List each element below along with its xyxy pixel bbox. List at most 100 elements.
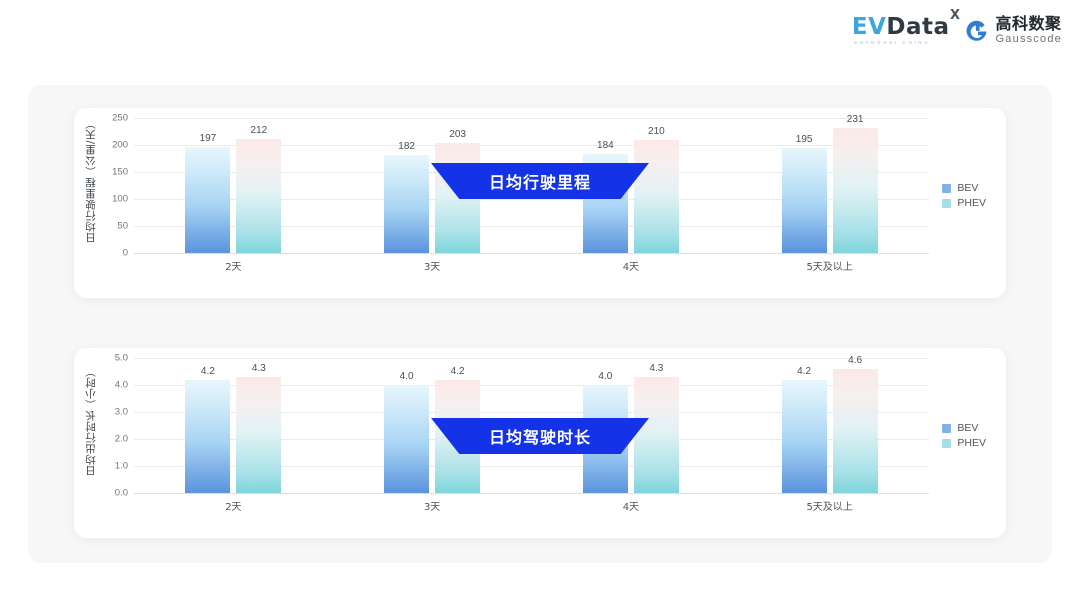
bar-value-label: 203	[449, 129, 466, 141]
legend-label: PHEV	[957, 437, 986, 449]
evdata-subtitle: SHANGHAI CHINA	[853, 40, 930, 46]
y-tick-label: 4.0	[114, 379, 128, 391]
bar-phev[interactable]: 4.3	[236, 358, 282, 493]
legend-item-bev[interactable]: BEV	[942, 182, 986, 194]
x-tick-label: 2天	[225, 502, 242, 513]
legend-label: PHEV	[957, 197, 986, 209]
y-tick-label: 2.0	[114, 433, 128, 445]
evdata-logo: EVData X SHANGHAI CHINA	[852, 9, 960, 46]
legend-swatch-icon	[942, 423, 952, 433]
x-tick-label: 5天及以上	[806, 262, 853, 273]
bar-value-label: 184	[597, 139, 614, 151]
legend-label: BEV	[957, 422, 979, 434]
y-tick-label: 200	[112, 139, 128, 151]
bar-value-label: 4.0	[399, 371, 414, 382]
bar-rect[interactable]	[185, 379, 231, 493]
y-tick-label: 5.0	[114, 352, 128, 364]
bar-rect[interactable]	[832, 368, 878, 493]
legend-swatch-icon	[942, 183, 952, 193]
legend-item-bev[interactable]: BEV	[942, 422, 986, 434]
bar-group: 195 231	[730, 114, 929, 253]
bar-group: 4.0 4.2	[333, 358, 532, 493]
bar-value-label: 4.0	[598, 371, 613, 382]
bar-value-label: 4.2	[450, 365, 465, 377]
bar-value-label: 4.3	[251, 362, 266, 374]
bar-group: 4.2 4.6	[730, 354, 929, 493]
bar-phev[interactable]: 210	[633, 118, 679, 253]
bar-value-label: 195	[795, 133, 813, 145]
content-panel: 日均行驶里程 日均行驶里程（公里/天） 0 50 100 150 200 250 197 21…	[28, 85, 1052, 563]
bar-bev[interactable]: 4.2	[185, 358, 231, 493]
bar-value-label: 231	[846, 114, 864, 126]
bar-phev[interactable]: 4.3	[633, 358, 679, 493]
y-tick-label: 250	[112, 112, 128, 124]
bar-rect[interactable]	[781, 147, 827, 253]
bar-phev[interactable]: 212	[236, 118, 282, 253]
bar-rect[interactable]	[633, 139, 679, 253]
bar-bev[interactable]: 197	[185, 118, 231, 253]
bar-phev[interactable]: 231	[832, 114, 878, 253]
logo-group: EVData X SHANGHAI CHINA 高科数聚 Gausscode	[852, 9, 1062, 46]
gridline: 200	[112, 140, 929, 151]
gridline: 0	[123, 248, 929, 259]
bar-bev[interactable]: 4.2	[781, 358, 827, 493]
legend-item-phev[interactable]: PHEV	[942, 197, 986, 209]
x-axis-labels-2: 2天 3天 4天 5天及以上	[134, 498, 929, 514]
bar-rect[interactable]	[633, 376, 679, 493]
bar-value-label: 4.2	[200, 365, 215, 377]
bar-value-label: 4.6	[848, 354, 863, 366]
chart-title-banner-2: 日均驾驶时长	[431, 418, 649, 454]
x-tick-label: 4天	[622, 262, 640, 273]
bar-value-label: 4.2	[797, 365, 812, 377]
bar-group: 197 212	[134, 118, 333, 253]
x-tick-label: 5天及以上	[806, 502, 853, 513]
x-tick-label: 3天	[423, 262, 441, 273]
bar-value-label: 4.3	[649, 362, 664, 374]
y-axis-label-1: 日均行驶里程（公里/天）	[84, 117, 97, 244]
chart-card-1: 日均行驶里程（公里/天） 0 50 100 150 200 250 197 212 182 203…	[74, 108, 1006, 298]
evdata-superscript-x: X	[950, 8, 961, 24]
bar-rect[interactable]	[384, 154, 430, 253]
legend-swatch-icon	[942, 198, 952, 208]
bar-value-label: 197	[199, 132, 217, 144]
bar-rect[interactable]	[384, 385, 430, 493]
gausscode-cn: 高科数聚	[995, 14, 1062, 34]
bar-rect[interactable]	[781, 379, 827, 493]
x-tick-label: 3天	[423, 502, 441, 513]
gausscode-en: Gausscode	[995, 33, 1062, 46]
bar-phev[interactable]: 4.6	[832, 354, 878, 493]
bar-rect[interactable]	[236, 138, 282, 253]
legend-swatch-icon	[942, 438, 952, 448]
evdata-wordmark: EVData X	[852, 9, 960, 41]
bar-value-label: 212	[250, 124, 268, 136]
gausscode-text: 高科数聚 Gausscode	[996, 16, 1062, 45]
plot-area-2: 0.0 1.0 2.0 3.0 4.0 5.0 4.2 4.3 4.0 4.2 4.0 4.3 4.2 4…	[115, 353, 929, 499]
gridline: 1.0	[115, 461, 929, 472]
bar-rect[interactable]	[185, 146, 231, 253]
chart-plot-2: 日均出行时长（小时） 0.0 1.0 2.0 3.0 4.0 5.0 4.2 4.3 4.0 4.…	[74, 348, 1006, 538]
gausscode-logo: 高科数聚 Gausscode	[964, 16, 1062, 45]
legend-item-phev[interactable]: PHEV	[942, 437, 986, 449]
bar-rect[interactable]	[236, 376, 282, 493]
chart-title-banner-1: 日均行驶里程	[431, 163, 649, 199]
gridline: 100	[112, 194, 929, 205]
bar-bev[interactable]: 195	[781, 118, 827, 253]
chart-legend-1: BEV PHEV	[942, 182, 986, 209]
bar-bev[interactable]: 4.0	[384, 358, 430, 493]
bar-group: 4.2 4.3	[134, 358, 333, 493]
page-header: EVData X SHANGHAI CHINA 高科数聚 Gausscode	[0, 0, 1080, 62]
y-tick-label: 1.0	[114, 460, 128, 472]
y-tick-label: 3.0	[114, 406, 128, 418]
y-tick-label: 100	[112, 193, 128, 205]
evdata-suffix: Data	[886, 14, 950, 41]
y-tick-label: 50	[117, 220, 128, 232]
legend-label: BEV	[957, 182, 979, 194]
gridline: 50	[117, 221, 929, 232]
chart-plot-1: 日均行驶里程（公里/天） 0 50 100 150 200 250 197 212 182 203…	[74, 108, 1006, 298]
gridline: 3.0	[115, 407, 929, 418]
bar-groups-2: 4.2 4.3 4.0 4.2 4.0 4.3 4.2 4.6	[134, 354, 929, 493]
bar-rect[interactable]	[832, 128, 878, 253]
x-axis-labels-1: 2天 3天 4天 5天及以上	[134, 258, 929, 274]
bar-bev[interactable]: 182	[384, 118, 430, 253]
gridline: 0.0	[115, 488, 929, 499]
